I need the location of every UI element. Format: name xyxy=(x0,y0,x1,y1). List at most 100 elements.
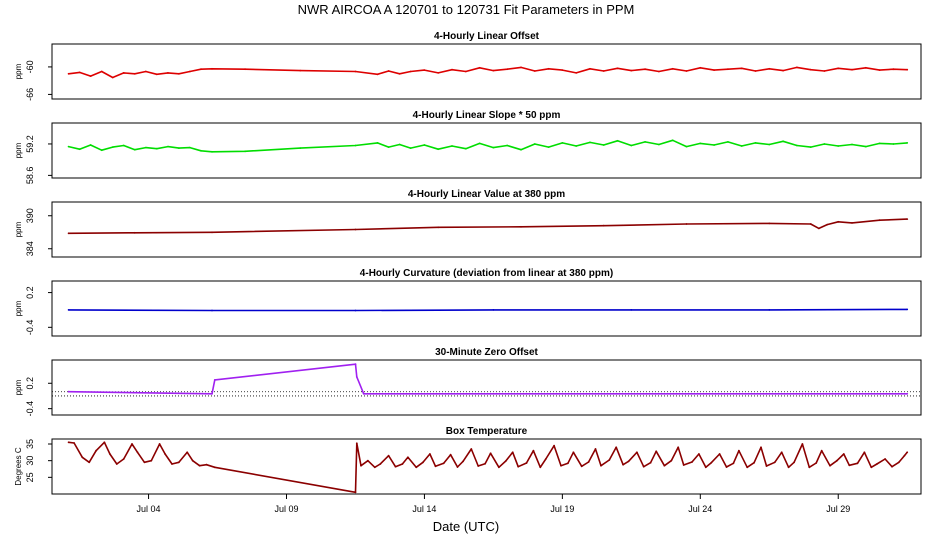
data-point xyxy=(718,453,721,455)
data-point xyxy=(150,459,153,462)
plot-frame xyxy=(51,359,922,416)
data-point xyxy=(422,461,424,464)
data-point xyxy=(205,463,208,466)
x-axis-label: Date (UTC) xyxy=(433,519,499,534)
data-point xyxy=(903,454,906,457)
data-point xyxy=(642,465,645,468)
series-line-zero xyxy=(68,363,908,395)
data-point xyxy=(171,463,173,465)
data-point xyxy=(504,460,507,462)
data-point xyxy=(451,145,453,147)
data-point xyxy=(818,227,820,230)
plot-frame xyxy=(51,43,922,100)
panel-title: 4-Hourly Curvature (deviation from linea… xyxy=(360,268,613,279)
data-point xyxy=(362,392,365,395)
data-point xyxy=(699,66,702,69)
data-point xyxy=(492,146,495,149)
panel-1: 4-Hourly Linear Offset ppm -60 -66 xyxy=(14,31,922,101)
data-point xyxy=(727,68,729,71)
data-point xyxy=(837,67,840,70)
data-point xyxy=(710,461,713,464)
data-point xyxy=(211,231,213,234)
data-point xyxy=(89,75,92,77)
y-tick-label: -0.4 xyxy=(25,320,35,336)
y-tick-label: 59.2 xyxy=(25,135,35,153)
data-point xyxy=(685,70,688,72)
data-point xyxy=(644,141,646,143)
data-point xyxy=(863,451,866,454)
data-point xyxy=(144,146,147,149)
data-point xyxy=(354,309,357,312)
data-point xyxy=(449,453,452,456)
data-point xyxy=(560,464,562,467)
data-point xyxy=(398,72,401,75)
data-point xyxy=(532,449,535,452)
data-point xyxy=(213,466,216,469)
data-point xyxy=(898,461,900,464)
data-point xyxy=(434,465,437,468)
data-point xyxy=(478,142,481,145)
series-line-offset xyxy=(68,66,908,79)
data-point xyxy=(67,309,70,311)
data-point xyxy=(851,222,853,224)
data-point xyxy=(884,458,886,460)
data-point xyxy=(547,146,550,149)
data-point xyxy=(211,392,213,395)
data-point xyxy=(616,139,619,142)
y-tick-label: 0.2 xyxy=(25,286,35,299)
plot-frame xyxy=(51,280,922,337)
data-point xyxy=(407,456,409,459)
data-point xyxy=(809,223,812,225)
series-line-slope xyxy=(68,139,908,153)
data-point xyxy=(615,446,618,449)
x-tick-label: Jul 09 xyxy=(274,504,298,514)
data-point xyxy=(878,142,881,145)
data-point xyxy=(782,140,784,143)
data-point xyxy=(115,463,118,465)
data-point xyxy=(387,146,390,149)
data-point xyxy=(376,73,379,76)
data-point xyxy=(685,223,688,225)
plot-frame xyxy=(51,201,922,258)
data-point xyxy=(520,225,522,228)
data-point xyxy=(713,69,715,71)
data-point xyxy=(78,148,81,151)
data-point xyxy=(768,309,771,311)
data-point xyxy=(464,70,467,73)
data-point xyxy=(442,462,445,465)
data-point xyxy=(81,456,84,459)
data-point xyxy=(589,67,591,70)
data-point xyxy=(870,466,873,469)
data-point xyxy=(533,70,536,72)
data-point xyxy=(464,147,467,150)
data-point xyxy=(820,449,823,452)
data-point xyxy=(299,69,302,72)
panel-2: 4-Hourly Linear Slope * 50 ppm ppm 59.2 58.… xyxy=(14,110,922,184)
data-point xyxy=(837,220,840,223)
data-point xyxy=(754,70,757,72)
data-point xyxy=(671,67,674,70)
data-point xyxy=(906,142,909,144)
data-point xyxy=(376,142,379,144)
data-point xyxy=(561,69,564,71)
data-point xyxy=(765,465,768,467)
data-point xyxy=(437,226,440,229)
data-point xyxy=(178,461,180,464)
data-point xyxy=(387,454,390,457)
data-point xyxy=(373,466,376,469)
data-point xyxy=(133,72,136,75)
data-point xyxy=(864,66,867,69)
data-point xyxy=(498,466,500,469)
data-point xyxy=(155,147,158,150)
data-point xyxy=(477,465,480,467)
data-point xyxy=(589,141,591,144)
data-point xyxy=(725,466,728,468)
data-point xyxy=(856,462,859,465)
data-point xyxy=(636,451,638,454)
data-point xyxy=(842,453,845,455)
y-tick-label: -60 xyxy=(25,60,35,73)
data-point xyxy=(808,466,811,469)
data-point xyxy=(144,70,147,73)
data-point xyxy=(836,459,838,462)
